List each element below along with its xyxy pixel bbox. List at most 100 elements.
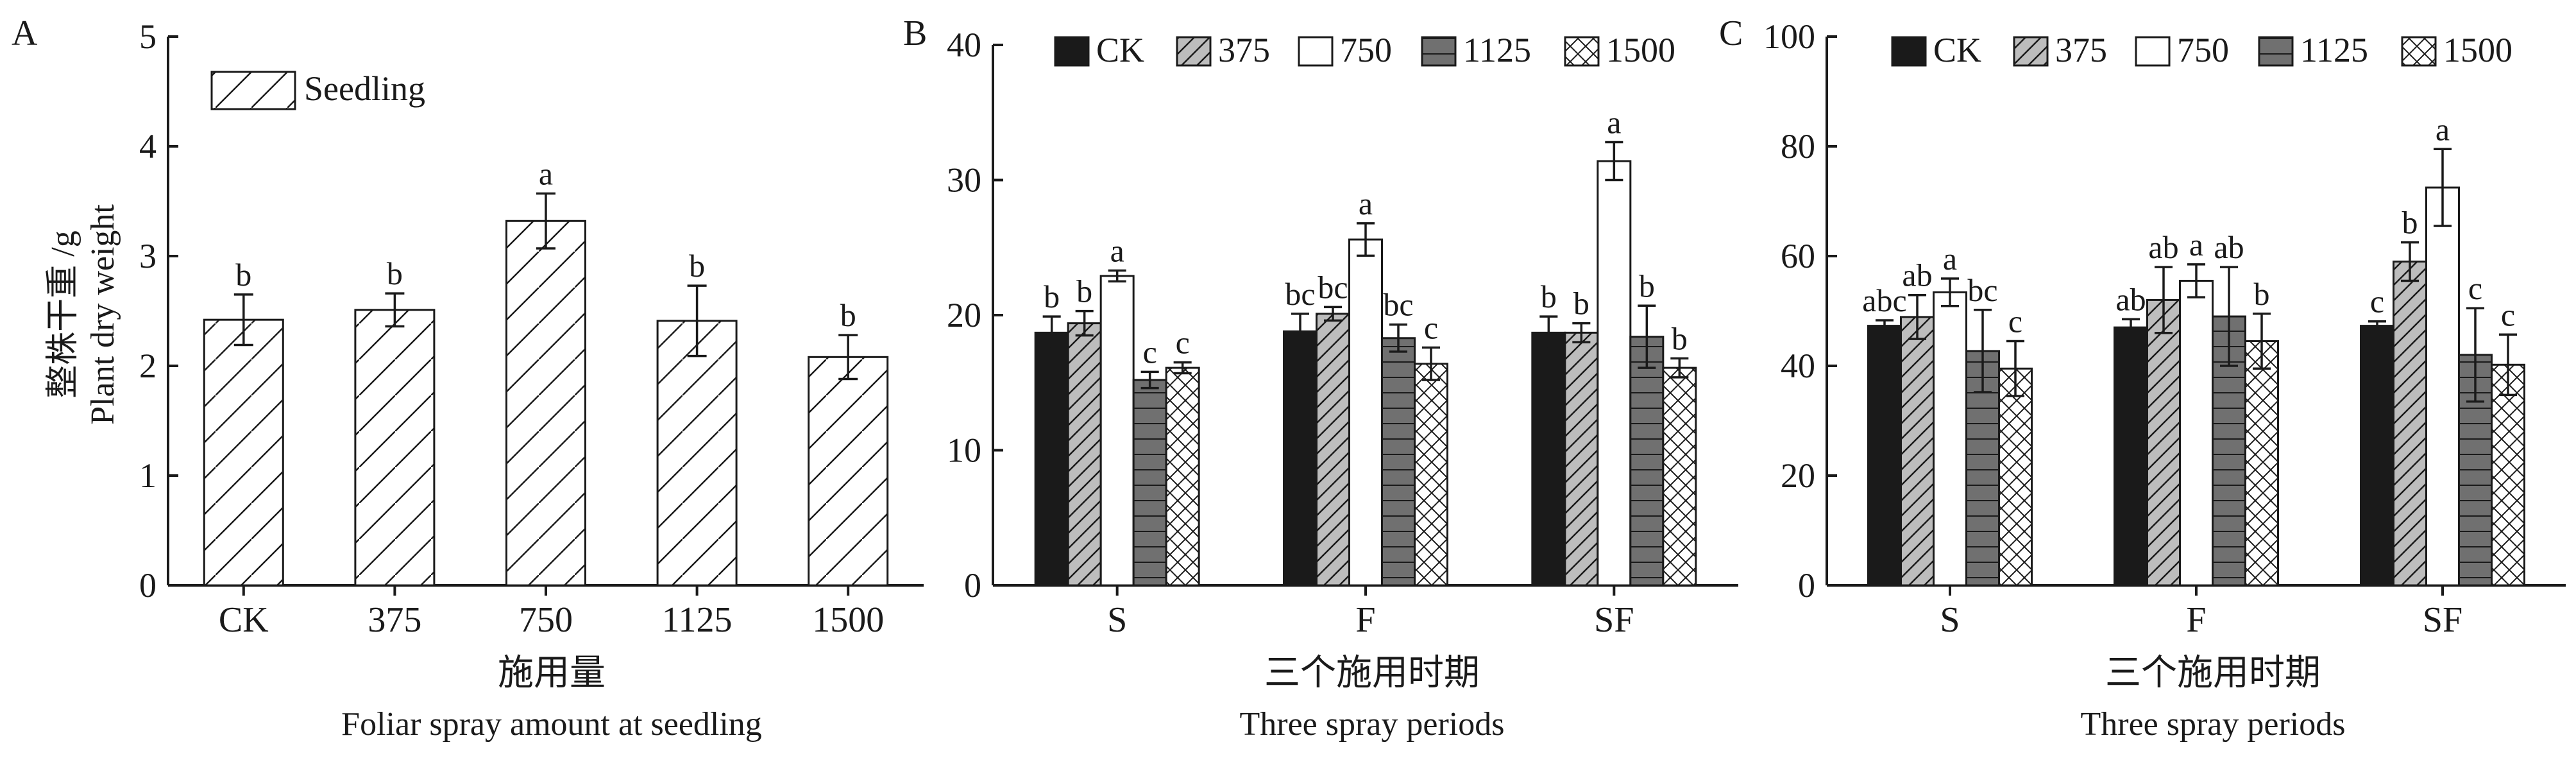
y-tick-label: 1 [139,456,157,495]
x-axis-title-cn: 施用量 [498,653,606,693]
y-axis-title: 整株干重 /g Plant dry weight [45,204,121,425]
y-tick-label: 60 [1781,237,1815,275]
significance-letter: b [2402,205,2418,241]
significance-letter: ab [2115,281,2146,317]
error-bar [1638,304,1656,369]
x-tick-label: SF [2423,600,2462,640]
legend-label-750: 750 [1340,31,1392,69]
x-axis-title-cn: 三个施用时期 [2105,653,2321,693]
y-tick-label: 100 [1763,17,1815,56]
bar-s-1500 [1998,367,2033,587]
bar-sf-ck [1531,331,1566,587]
bar-s-1125 [1132,379,1167,587]
error-bar [1140,370,1159,390]
bar-750-seedling [505,220,586,587]
significance-letter: bc [1967,272,1997,308]
bar-f-375 [2146,298,2181,587]
bar-f-1500 [1414,363,1448,587]
y-axis-title-en: Plant dry weight [85,204,121,425]
significance-letter: a [1943,241,1957,277]
bar-1500-seedling [808,356,889,587]
significance-letter: c [2468,270,2482,306]
significance-letter: b [387,255,403,291]
error-bar [1421,346,1441,381]
significance-letter: bc [1318,269,1348,305]
legend-swatch-1125 [1421,36,1457,67]
legend-swatch-750 [1298,36,1334,67]
significance-letter: a [539,156,553,192]
error-bar [2498,333,2518,397]
bar-s-ck [1034,331,1069,587]
error-bar [1173,361,1192,375]
significance-letter: a [2189,227,2203,263]
significance-letter: b [689,248,705,284]
significance-letter: b [1672,320,1688,356]
error-bar [536,192,555,250]
bar-f-ck [1283,330,1318,587]
significance-letter: a [2436,111,2450,147]
bar-s-375 [1900,316,1935,587]
error-bar [385,292,405,328]
significance-letter: a [1607,105,1621,141]
significance-letter: b [1541,279,1557,314]
legend-label-ck: CK [1096,31,1144,69]
y-tick-label: 40 [1781,347,1815,385]
y-tick-label: 0 [139,566,157,605]
panel-label: C [1719,13,1743,53]
legend-swatch-seedling [210,71,296,110]
legend-swatch-750 [2135,36,2171,67]
significance-letter: b [1573,286,1589,322]
bar-s-375 [1067,322,1102,587]
legend-swatch-ck [1054,36,1090,67]
error-bar [1323,306,1343,322]
bar-f-1125 [1381,337,1416,587]
significance-letter: ab [1902,257,1932,293]
significance-letter: ab [2148,229,2178,265]
panel-label: A [12,13,38,53]
bar-s-750 [1933,291,1967,587]
legend: CK 375 750 1125 1500 [1891,31,2512,69]
legend-swatch-ck [1891,36,1927,67]
x-tick-label: 750 [519,600,573,640]
error-bar [2400,241,2419,282]
legend-label-375: 375 [1218,31,1270,69]
significance-letter: a [1359,185,1373,221]
y-tick-label: 4 [139,127,157,166]
x-tick-label: 1500 [812,600,884,640]
significance-letter: c [1143,334,1157,370]
legend-label-750: 750 [2177,31,2229,69]
error-bar [1291,313,1310,350]
error-bar [2219,266,2239,367]
bar-s-1500 [1165,366,1200,587]
error-bar [2433,148,2452,227]
y-tick-label: 0 [1798,566,1815,605]
error-bar [1670,357,1689,379]
y-tick-label: 30 [947,161,981,200]
error-bar [1908,293,1927,340]
y-tick-label: 0 [964,566,981,605]
legend-label-1125: 1125 [1463,31,1531,69]
legend: CK 375 750 1125 1500 [1054,31,1675,69]
significance-letter: a [1110,233,1124,269]
y-tick-label: 10 [947,431,981,470]
significance-letter: c [2370,284,2384,320]
error-bar [1389,323,1408,353]
bar-sf-375 [2393,261,2427,587]
significance-letter: c [2501,297,2515,332]
legend-swatch-375 [2013,36,2049,67]
error-bar [1356,222,1375,257]
significance-letter: b [1076,273,1092,309]
x-axis-title-en: Three spray periods [2081,706,2346,743]
significance-letter: abc [1862,282,1906,318]
x-tick-label: S [1107,600,1127,640]
significance-letter: b [1639,268,1655,304]
error-bar [2006,340,2025,397]
x-tick-label: SF [1594,600,1634,640]
y-tick-label: 20 [1781,456,1815,495]
y-tick-label: 5 [139,17,157,56]
legend-label-375: 375 [2055,31,2107,69]
error-bar [2466,307,2485,403]
